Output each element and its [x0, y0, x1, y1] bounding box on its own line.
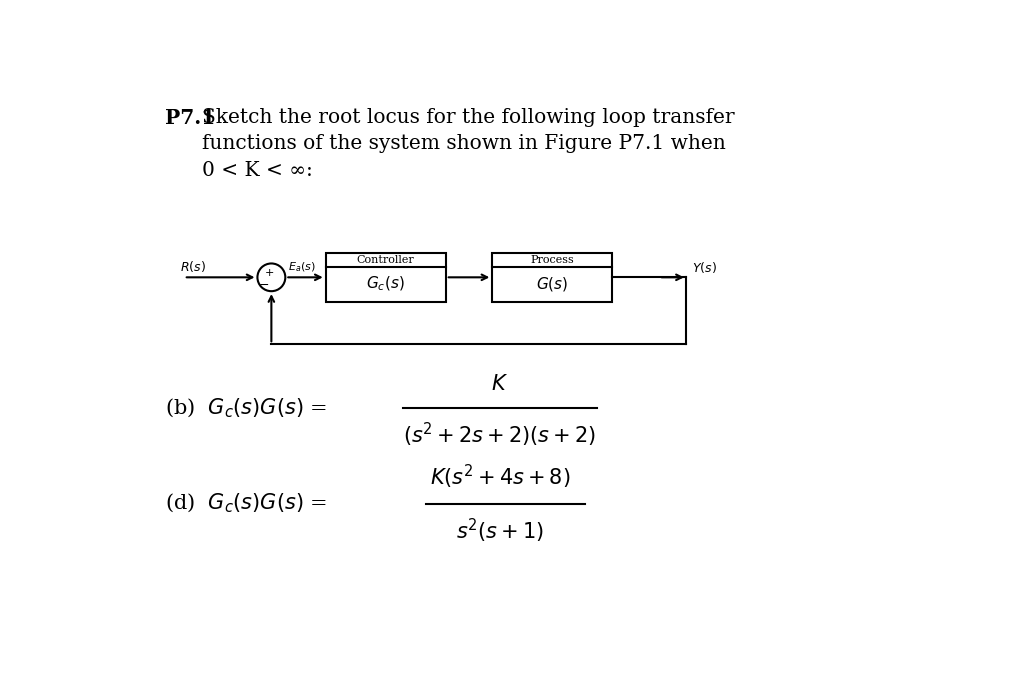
Text: Process: Process [530, 255, 574, 264]
Text: $K(s^2 + 4s + 8)$: $K(s^2 + 4s + 8)$ [430, 463, 570, 491]
Text: 0 < K < ∞:: 0 < K < ∞: [202, 161, 312, 180]
Text: functions of the system shown in Figure P7.1 when: functions of the system shown in Figure … [202, 134, 725, 153]
Text: $E_a(s)$: $E_a(s)$ [289, 261, 316, 274]
Text: $G(s)$: $G(s)$ [537, 276, 568, 294]
Bar [493, 253, 612, 302]
Text: −: − [258, 278, 269, 291]
Text: $G_c(s)$: $G_c(s)$ [367, 275, 406, 294]
Text: P7.1: P7.1 [165, 108, 215, 128]
Text: $Y(s)$: $Y(s)$ [692, 260, 717, 275]
Text: Controller: Controller [356, 255, 415, 264]
Text: $K$: $K$ [492, 373, 509, 393]
Text: +: + [265, 268, 274, 278]
Text: $R(s)$: $R(s)$ [180, 260, 206, 274]
Text: (d)  $G_c(s)G(s)$ =: (d) $G_c(s)G(s)$ = [165, 492, 328, 516]
Text: (b)  $G_c(s)G(s)$ =: (b) $G_c(s)G(s)$ = [165, 396, 328, 420]
Text: $(s^2 + 2s + 2)(s + 2)$: $(s^2 + 2s + 2)(s + 2)$ [403, 421, 597, 449]
Text: Sketch the root locus for the following loop transfer: Sketch the root locus for the following … [202, 108, 734, 127]
Bar [326, 253, 445, 302]
Text: $s^2(s + 1)$: $s^2(s + 1)$ [456, 516, 544, 545]
